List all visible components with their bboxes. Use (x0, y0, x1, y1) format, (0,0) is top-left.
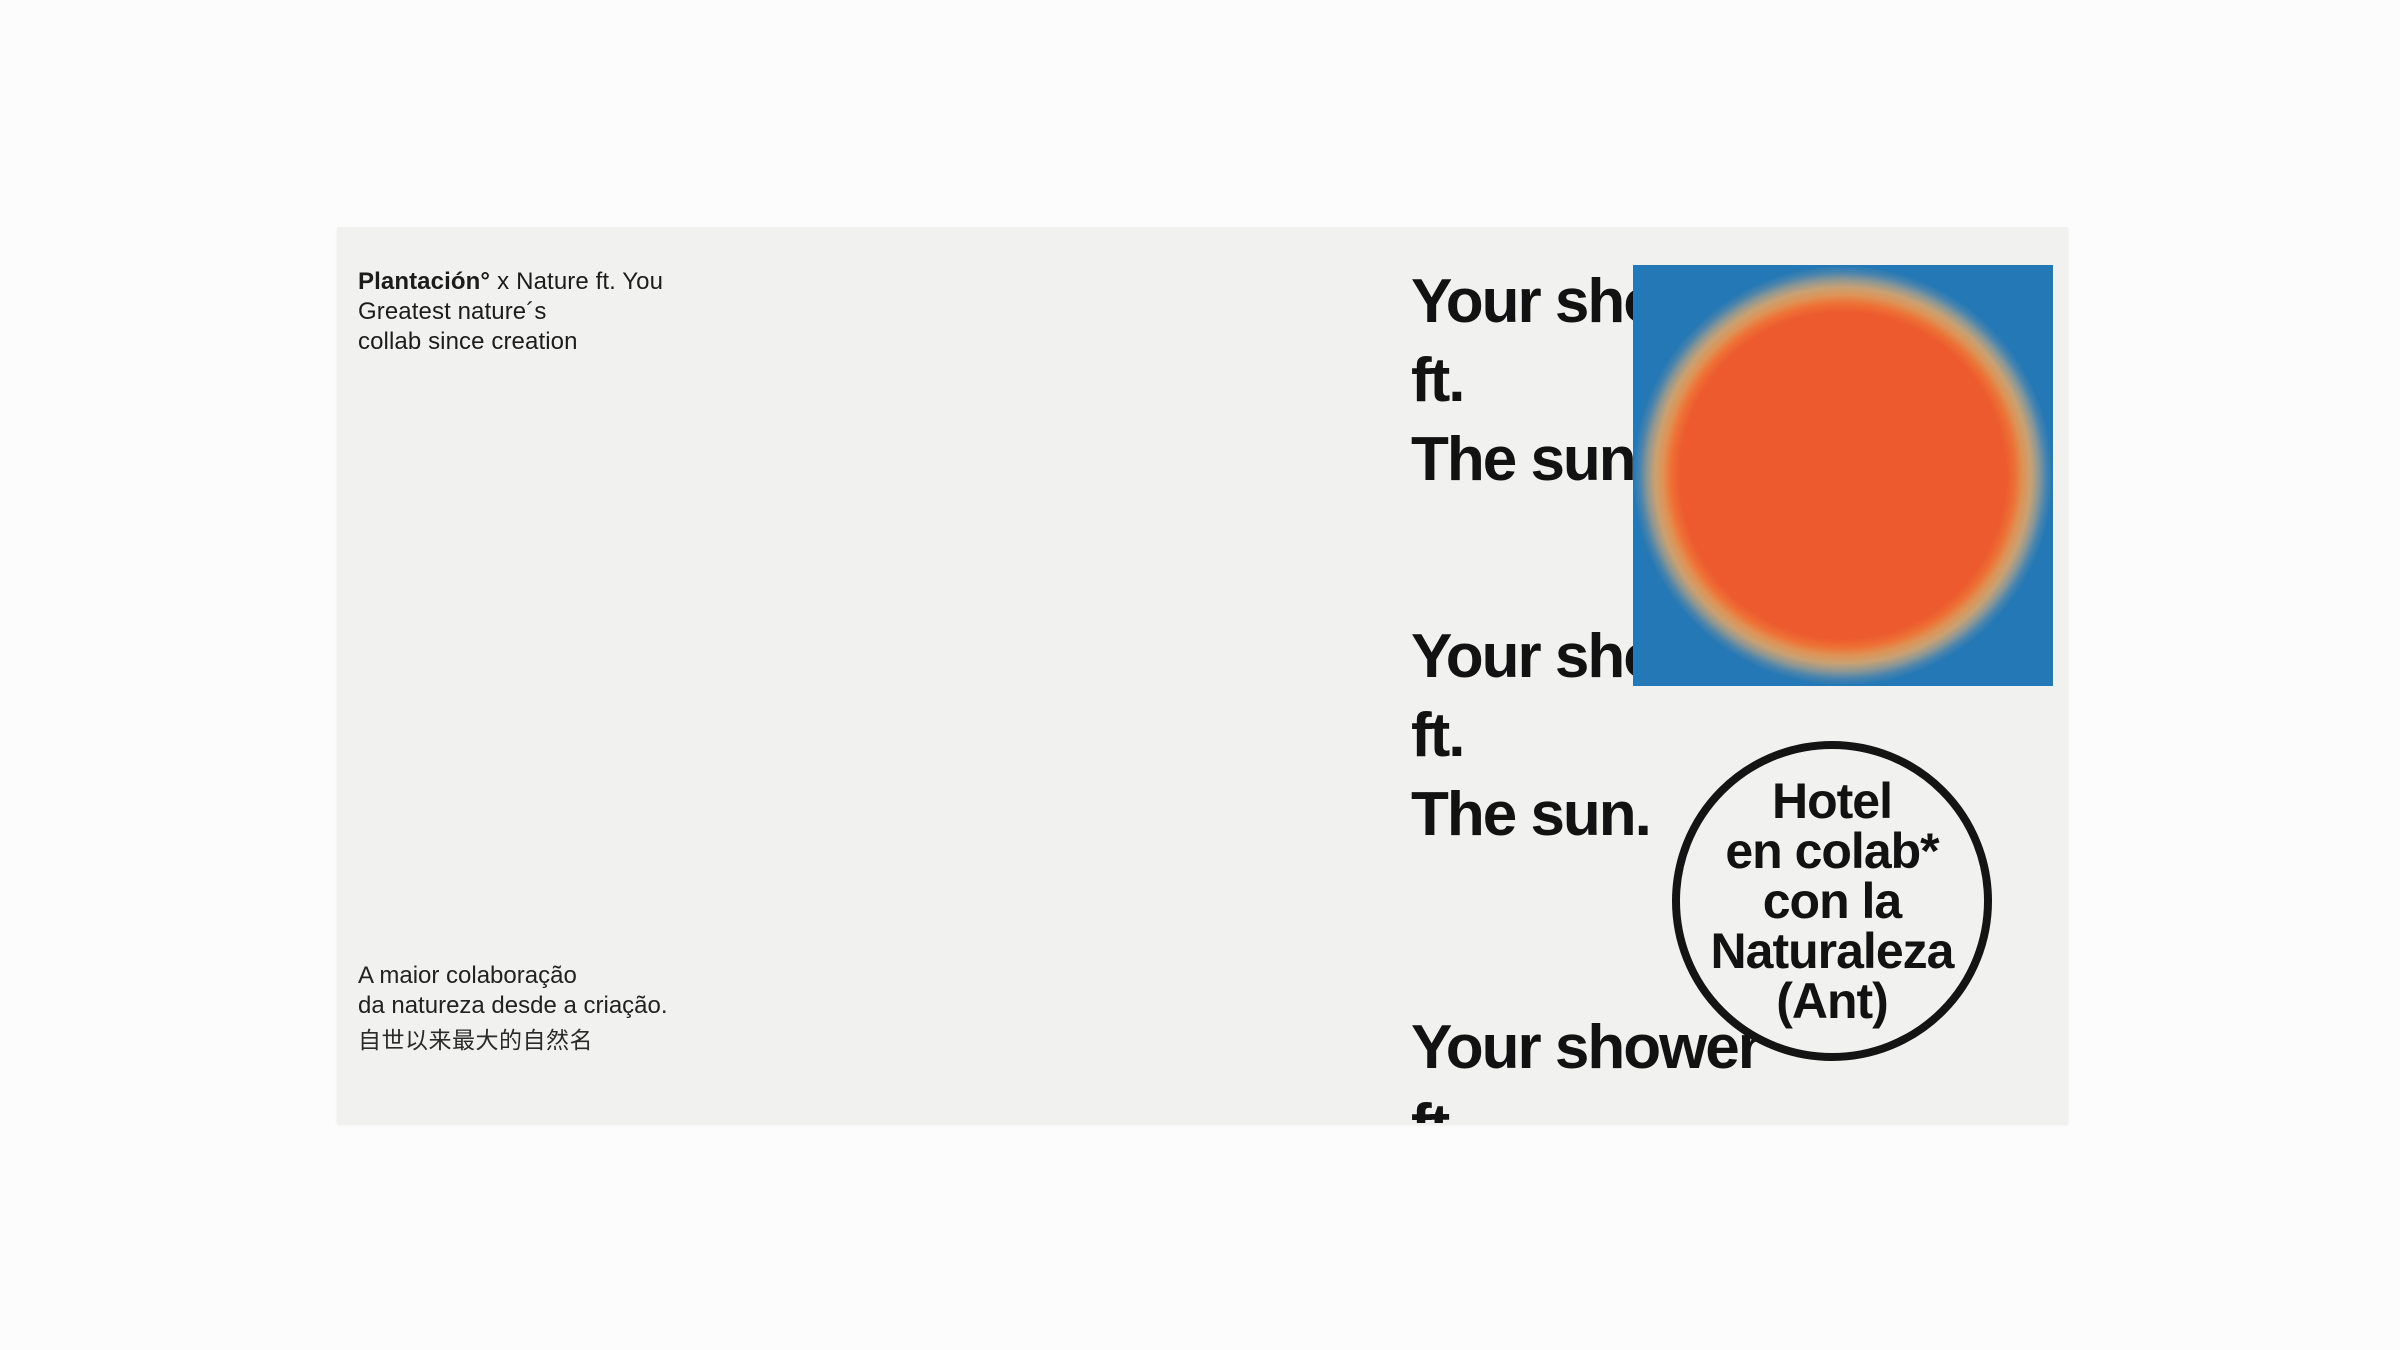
brand-tagline-line2: collab since creation (358, 328, 578, 355)
headline-line: ft. (1411, 1087, 1760, 1123)
brand-tagline-line1: Greatest nature´s (358, 298, 547, 325)
brand-line: Plantación° x Nature ft. You (358, 267, 663, 297)
headline-line: ft. (1411, 701, 1466, 770)
headline-line: The sun. (1411, 780, 1652, 849)
badge-line: con la (1762, 873, 1902, 929)
footer-pt-line2: da natureza desde a criação. (358, 992, 668, 1019)
headline-block-3: Your shower ft. The sun. (1411, 1008, 1762, 1123)
badge-line: en colab* (1725, 823, 1939, 879)
footer-text-block: A maior colaboração da natureza desde a … (358, 961, 668, 1055)
badge-line: Hotel (1772, 773, 1893, 829)
badge-line: (Ant) (1776, 973, 1889, 1029)
badge-line: Naturaleza (1710, 923, 1955, 979)
headline-line: The sun. (1411, 425, 1652, 494)
footer-zh-line: 自世以来最大的自然名 (358, 1027, 593, 1053)
brand-partner: Nature ft. You (516, 268, 664, 295)
footer-pt-line1: A maior colaboração (358, 962, 577, 989)
hero-panel: Plantación° x Nature ft. You Greatest natu… (337, 227, 2068, 1123)
brand-name: Plantación° (358, 268, 491, 295)
brand-block: Plantación° x Nature ft. You Greatest natu… (358, 267, 663, 357)
sun-gradient-image (1633, 265, 2053, 686)
headline-line: Your shower (1411, 1013, 1762, 1082)
collab-badge: Hotel en colab* con la Naturaleza (Ant) (1672, 741, 1992, 1061)
headline-line: ft. (1411, 346, 1466, 415)
brand-separator: x (497, 268, 510, 295)
